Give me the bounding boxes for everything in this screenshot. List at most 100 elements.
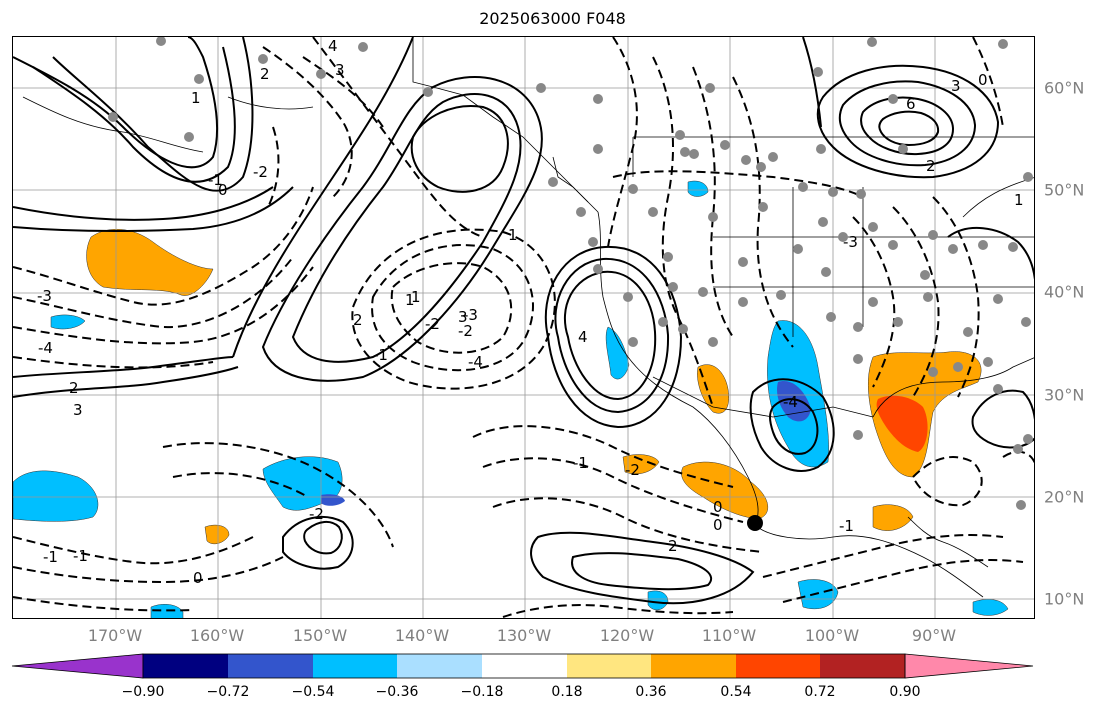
- contour-label: 0: [218, 181, 228, 199]
- lat-label: 60°N: [1044, 78, 1085, 98]
- contour-label: -1: [373, 346, 388, 364]
- contour-label: 1: [508, 226, 518, 244]
- contour-label: -2: [309, 505, 324, 523]
- orange-shade-mexico1: [697, 364, 729, 414]
- colorbar-tick: −0.72: [206, 684, 250, 700]
- orange-shade-small1: [204, 524, 230, 545]
- purple-shade-hawaii: [321, 494, 345, 506]
- contour-labels: 4 3 2 1 0 -1 -2 -3 -4 6 3 2 1 0 -1 -2 -3…: [37, 37, 1024, 587]
- colorbar-tick: 0.90: [889, 684, 921, 700]
- contour-label: -3: [843, 233, 858, 251]
- colorbar-under-arrow: [11, 653, 144, 679]
- colorbar-bin: [736, 654, 820, 678]
- contour-label: 2: [926, 157, 936, 175]
- blue-shade-small4: [687, 180, 709, 197]
- negative-contours: [13, 37, 1034, 618]
- contour-label: -2: [625, 461, 640, 479]
- blue-shade-small1: [50, 314, 86, 330]
- shading-layer: [13, 180, 1009, 618]
- lon-label: 150°W: [292, 626, 348, 645]
- contour-label: 3: [951, 77, 961, 95]
- colorbar-tick: −0.90: [121, 684, 165, 700]
- contour-label: -1: [43, 548, 58, 566]
- lon-label: 160°W: [189, 626, 245, 645]
- map-canvas: 4 3 2 1 0 -1 -2 -3 -4 6 3 2 1 0 -1 -2 -3…: [13, 37, 1034, 618]
- colorbar-bin: [313, 654, 397, 678]
- contour-label: 4: [578, 328, 588, 346]
- contour-label: 2: [668, 537, 678, 555]
- colorbar-bin: [820, 654, 905, 678]
- blue-shade-caribbean: [972, 599, 1009, 616]
- contour-label: 2: [260, 65, 270, 83]
- map-panel: 4 3 2 1 0 -1 -2 -3 -4 6 3 2 1 0 -1 -2 -3…: [12, 36, 1035, 619]
- contour-label: 1: [1014, 191, 1024, 209]
- blue-shade-small2: [150, 604, 184, 618]
- contour-label: 2: [353, 311, 363, 329]
- colorbar-bin: [143, 654, 228, 678]
- blue-shade-small3: [647, 590, 669, 611]
- colorbar-tick: −0.54: [291, 684, 335, 700]
- contour-label: 2: [69, 379, 79, 397]
- orange-shade-gulf: [872, 504, 914, 531]
- orange-shade-pacific: [86, 228, 214, 296]
- lon-label: 140°W: [394, 626, 450, 645]
- contour-label: 0: [713, 498, 723, 516]
- orange-shade-baja: [681, 461, 768, 520]
- storm-center-marker: [747, 515, 763, 531]
- contour-label: -3: [463, 306, 478, 324]
- lon-label: 170°W: [87, 626, 143, 645]
- red-shade-texas: [876, 395, 928, 452]
- colorbar-bin: [228, 654, 313, 678]
- contour-label: 0: [193, 569, 203, 587]
- lat-label: 40°N: [1044, 282, 1085, 302]
- graticule: [13, 37, 1034, 618]
- colorbar: [11, 653, 1034, 679]
- lon-label: 100°W: [804, 626, 860, 645]
- contour-label: -3: [37, 287, 52, 305]
- contour-label: 4: [328, 37, 338, 55]
- lat-label: 30°N: [1044, 385, 1085, 405]
- orange-shade-small2: [622, 454, 660, 475]
- colorbar-bin: [567, 654, 651, 678]
- lon-label: 90°W: [911, 626, 957, 645]
- map-title: 2025063000 F048: [479, 9, 626, 28]
- colorbar-tick: 0.18: [551, 684, 583, 700]
- navy-shade-mexico: [777, 381, 811, 422]
- contour-label: 3: [73, 401, 83, 419]
- contour-label: 3: [335, 61, 345, 79]
- colorbar-tick: −0.18: [460, 684, 504, 700]
- contour-label: -2: [425, 315, 440, 333]
- positive-contours: [13, 37, 1034, 605]
- lat-label: 20°N: [1044, 487, 1085, 507]
- blue-shade-west: [13, 470, 99, 522]
- contour-label: 0: [978, 71, 988, 89]
- lon-label: 110°W: [701, 626, 757, 645]
- contour-label: 0: [713, 516, 723, 534]
- colorbar-tick: 0.36: [635, 684, 667, 700]
- contour-label: 1: [411, 288, 421, 306]
- colorbar-bin: [397, 654, 482, 678]
- station-dots: [108, 37, 1033, 510]
- contour-label: -4: [783, 393, 798, 411]
- blue-shade-california: [605, 326, 630, 380]
- contour-label: 6: [906, 95, 916, 113]
- contour-label: -1: [573, 454, 588, 472]
- lat-label: 10°N: [1044, 589, 1085, 609]
- contour-label: -1: [208, 171, 223, 189]
- contour-label: 3: [458, 308, 468, 326]
- contour-label: -2: [458, 322, 473, 340]
- contour-label: 1: [191, 89, 201, 107]
- colorbar-bin: [482, 654, 567, 678]
- contour-label: -4: [38, 339, 53, 357]
- colorbar-tick: 0.72: [804, 684, 836, 700]
- lat-label: 50°N: [1044, 180, 1085, 200]
- colorbar-bin: [651, 654, 736, 678]
- contour-label: -1: [73, 547, 88, 565]
- contour-label: 1: [405, 291, 415, 309]
- lon-label: 130°W: [496, 626, 552, 645]
- lon-label: 120°W: [599, 626, 655, 645]
- contour-label: -1: [839, 517, 854, 535]
- contour-label: -2: [253, 163, 268, 181]
- contour-label: -4: [468, 353, 483, 371]
- colorbar-over-arrow: [904, 653, 1034, 679]
